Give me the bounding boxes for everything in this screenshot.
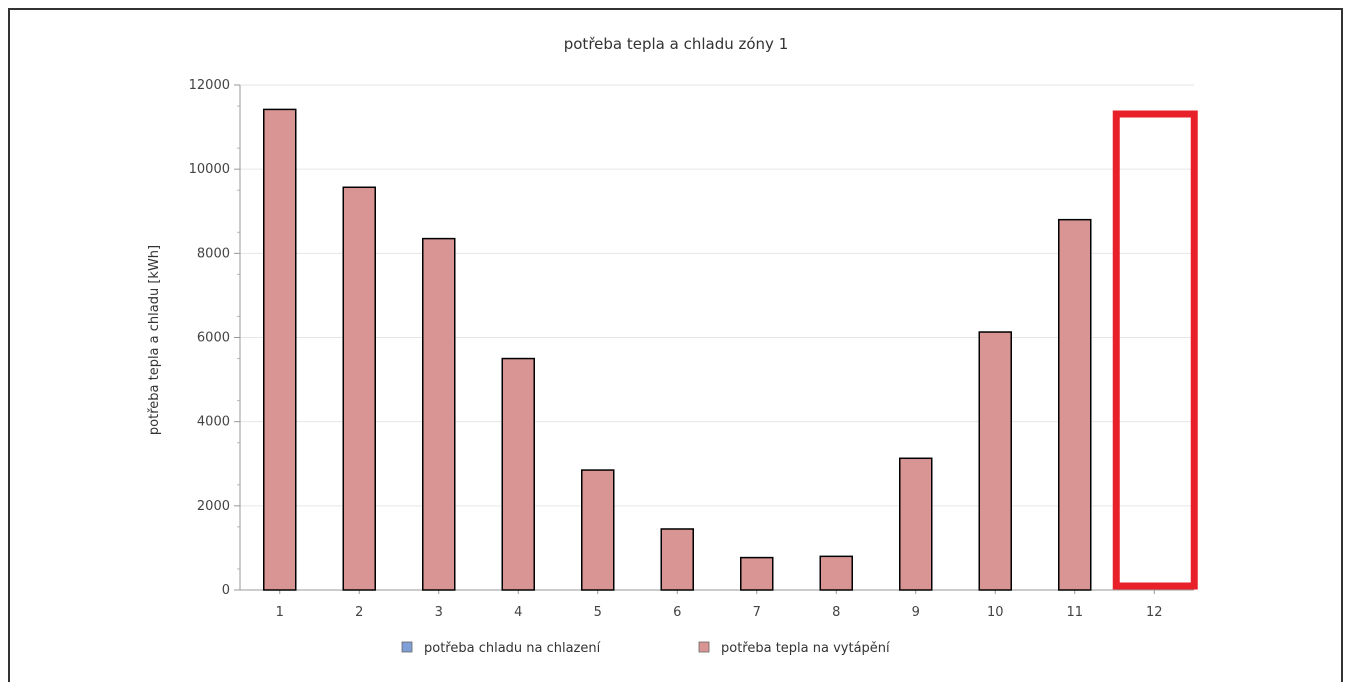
bar-6	[660, 528, 694, 591]
y-tick-label: 2000	[197, 499, 230, 514]
bar-11	[1058, 218, 1092, 591]
bar-7	[740, 556, 774, 591]
chart-title: potřeba tepla a chladu zóny 1	[564, 35, 789, 53]
x-tick-label: 12	[1146, 605, 1163, 620]
bar-4	[501, 357, 535, 591]
x-tick-label: 11	[1066, 605, 1083, 620]
y-axis-title: potřeba tepla a chladu [kWh]	[147, 245, 162, 435]
y-tick-label: 12000	[189, 78, 230, 93]
x-tick-label: 3	[435, 605, 443, 620]
bar-5	[581, 469, 615, 591]
x-tick-label: 10	[987, 605, 1004, 620]
bar-2	[342, 186, 376, 591]
bar-8	[819, 555, 853, 591]
x-tick-label: 9	[912, 605, 920, 620]
x-tick-label: 5	[594, 605, 602, 620]
grid-lines	[240, 84, 1194, 507]
legend-swatch-1	[401, 641, 413, 653]
bar-3	[422, 237, 456, 591]
y-tick-label: 4000	[197, 415, 230, 430]
axes	[234, 84, 1194, 594]
x-tick-label: 4	[514, 605, 522, 620]
x-tick-label: 2	[355, 605, 363, 620]
y-tick-label: 10000	[189, 162, 230, 177]
bar-1	[263, 108, 297, 591]
legend-label-1: potřeba chladu na chlazení	[424, 641, 601, 656]
legend-swatch-2	[698, 641, 710, 653]
x-tick-label: 7	[753, 605, 761, 620]
bar-10	[978, 331, 1012, 591]
y-tick-label: 8000	[197, 246, 230, 261]
x-tick-label: 6	[673, 605, 681, 620]
x-tick-label: 8	[832, 605, 840, 620]
bar-9	[899, 457, 933, 591]
legend: potřeba chladu na chlazení potřeba tepla …	[401, 641, 890, 656]
bars	[263, 108, 1092, 591]
highlight-box	[1112, 110, 1198, 590]
legend-label-2: potřeba tepla na vytápění	[721, 641, 890, 656]
highlight	[1112, 110, 1198, 590]
y-tick-label: 0	[222, 583, 230, 598]
x-tick-label: 1	[276, 605, 284, 620]
y-tick-label: 6000	[197, 331, 230, 346]
